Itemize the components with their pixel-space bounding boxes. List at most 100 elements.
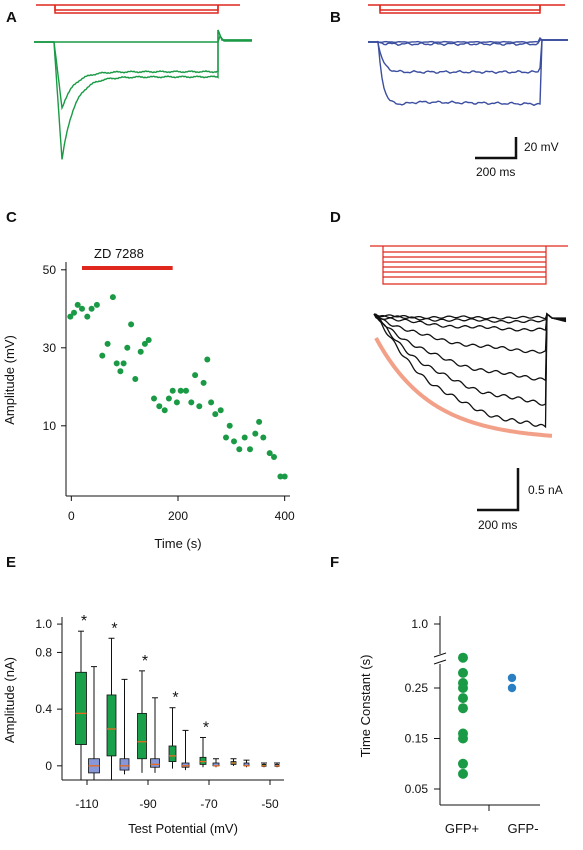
e-significance-star: *	[81, 613, 87, 630]
protocol-step-b1	[379, 5, 541, 14]
zd7288-label: ZD 7288	[94, 246, 144, 261]
e-box	[75, 671, 87, 745]
c-data-point	[71, 309, 77, 316]
panel-a: A	[6, 4, 252, 160]
e-box	[119, 758, 130, 771]
panel-a-protocol	[36, 4, 240, 14]
e-ytick-label: 0	[45, 759, 52, 773]
panel-b-label: B	[330, 9, 341, 26]
panel-c-points	[67, 294, 288, 480]
c-data-point	[231, 438, 237, 445]
f-ylabel: Time Constant (s)	[358, 655, 373, 758]
scalebar-ab-lines	[475, 137, 518, 160]
f-data-point	[507, 673, 517, 683]
c-data-point	[192, 372, 199, 379]
c-data-point	[161, 407, 168, 414]
voltage-trace-b-1	[368, 39, 568, 75]
c-data-point	[277, 473, 284, 480]
panel-b: B 20 mV 200 ms	[330, 4, 568, 179]
e-xtick-label: -90	[139, 797, 157, 811]
c-data-point	[188, 399, 195, 406]
c-data-point	[109, 294, 116, 301]
panel-b-protocol	[368, 4, 565, 14]
protocol-step-a2	[54, 5, 219, 11]
voltage-trace-b-3	[368, 36, 568, 44]
e-box	[181, 762, 190, 768]
scalebar-ab-horizontal-label: 200 ms	[476, 165, 515, 179]
c-data-point	[223, 434, 229, 441]
scalebar-d-horizontal-label: 200 ms	[478, 518, 517, 532]
f-data-point	[458, 678, 468, 688]
panel-f: F 1.0 0.25 0.15 0.05 Time Constant (s) GFP+…	[330, 554, 540, 836]
e-box	[106, 694, 117, 757]
scalebar-d-vertical-label: 0.5 nA	[528, 483, 563, 497]
e-significance-star: *	[111, 620, 117, 637]
panel-c-axes	[65, 262, 290, 497]
e-xtick-label: -70	[200, 797, 218, 811]
scalebar-ab: 20 mV 200 ms	[475, 137, 559, 179]
panel-d-traces	[373, 312, 567, 429]
e-box	[199, 756, 207, 765]
voltage-trace-a-2	[34, 34, 252, 43]
c-data-point	[217, 407, 224, 414]
panel-d-protocol	[370, 245, 568, 285]
panel-c: C 0 200 400 10 30 50 ZD 7288 Amplitude (mV) T…	[2, 209, 295, 551]
c-ytick-label: 30	[43, 341, 57, 355]
current-trace-d-2	[373, 312, 567, 332]
e-xtick-label: -110	[75, 797, 98, 811]
e-xtick-label: -50	[261, 797, 279, 811]
panel-b-traces	[368, 36, 568, 107]
f-category-gfp-minus: GFP-	[507, 821, 538, 836]
c-data-point	[74, 301, 81, 308]
panel-e-boxes: * * * * *	[75, 613, 280, 780]
c-data-point	[226, 422, 233, 429]
c-data-point	[169, 387, 176, 394]
c-data-point	[281, 473, 288, 480]
e-box	[137, 712, 147, 760]
c-data-point	[124, 344, 131, 351]
c-data-point	[104, 340, 111, 347]
current-trace-d-3	[373, 312, 567, 354]
c-ytick-label: 10	[43, 419, 57, 433]
c-data-point	[156, 403, 163, 410]
e-significance-star: *	[172, 690, 178, 707]
current-trace-d-1	[373, 312, 567, 324]
e-significance-star: *	[203, 719, 209, 736]
f-data-point	[458, 768, 468, 779]
c-data-point	[183, 387, 189, 394]
current-trace-d-5	[373, 312, 567, 406]
panel-f-ticks: 1.0 0.25 0.15 0.05	[405, 617, 440, 796]
protocol-steps-d	[383, 251, 546, 278]
f-data-point	[458, 693, 468, 704]
f-category-gfp-plus: GFP+	[445, 821, 479, 836]
c-data-point	[79, 305, 85, 312]
c-data-point	[165, 395, 172, 402]
c-ytick-label: 50	[43, 263, 57, 277]
c-data-point	[113, 360, 120, 367]
c-data-point	[271, 454, 277, 460]
c-data-point	[67, 313, 74, 320]
panel-d-label: D	[330, 209, 341, 226]
c-data-point	[177, 387, 184, 394]
c-data-point	[241, 434, 248, 441]
voltage-trace-a-0	[34, 29, 252, 160]
c-data-point	[84, 313, 91, 320]
c-data-point	[236, 446, 243, 453]
e-box	[150, 758, 160, 768]
c-ylabel: Amplitude (mV)	[2, 335, 17, 425]
c-data-point	[247, 446, 253, 453]
f-ytick-label: 0.05	[405, 782, 429, 796]
panel-a-traces	[34, 29, 252, 160]
e-ytick-label: 0.8	[35, 645, 52, 659]
c-data-point	[132, 376, 139, 382]
voltage-trace-a-1	[34, 29, 252, 111]
e-ytick-label: 0.4	[35, 702, 52, 716]
protocol-step-b2	[379, 5, 541, 11]
c-data-point	[252, 430, 259, 437]
f-ytick-label: 1.0	[411, 617, 428, 631]
panel-e-label: E	[6, 554, 16, 571]
protocol-step-a1	[54, 5, 219, 14]
c-data-point	[208, 399, 215, 406]
f-ytick-label: 0.25	[405, 681, 429, 695]
f-data-point	[458, 728, 468, 739]
